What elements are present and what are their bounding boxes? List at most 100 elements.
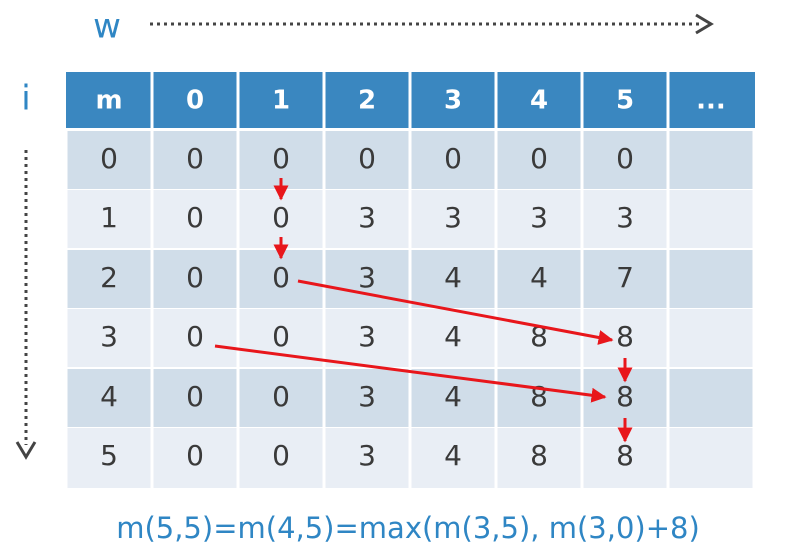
cell: 3 — [358, 261, 376, 294]
cell: 0 — [186, 380, 204, 413]
cell-bg — [153, 250, 237, 308]
cell: 8 — [616, 380, 634, 413]
cell-bg — [325, 428, 409, 488]
cell: 0 — [272, 261, 290, 294]
cell: 0 — [186, 320, 204, 353]
cell-bg — [411, 369, 495, 427]
cell-bg — [239, 369, 323, 427]
cell: 4 — [444, 380, 462, 413]
cell: 0 — [186, 439, 204, 472]
w-arrow-head — [695, 13, 714, 35]
cell: 3 — [358, 201, 376, 234]
cell-bg — [669, 309, 753, 367]
cell: 0 — [272, 142, 290, 175]
cell-bg — [67, 190, 151, 248]
header-cell: 4 — [530, 86, 548, 116]
i-arrow-head — [15, 441, 37, 460]
cell: 0 — [186, 142, 204, 175]
cell: 7 — [616, 261, 634, 294]
cell: 3 — [530, 201, 548, 234]
red-arrows — [214, 178, 633, 443]
cell: 0 — [272, 380, 290, 413]
cell-bg — [411, 428, 495, 488]
cell-bg — [67, 428, 151, 488]
cell: 3 — [358, 380, 376, 413]
cell: 3 — [100, 320, 118, 353]
w-label: w — [93, 7, 121, 47]
header-cell: 5 — [616, 86, 634, 116]
cell-bg — [497, 309, 581, 367]
cell-bg — [239, 250, 323, 308]
cell-bg — [153, 309, 237, 367]
cell-bg — [325, 309, 409, 367]
cell-bg — [583, 250, 667, 308]
cell-bg — [411, 309, 495, 367]
i-label: i — [21, 79, 30, 119]
cell-bg — [67, 250, 151, 308]
cell-bg — [67, 369, 151, 427]
cell-bg — [669, 190, 753, 248]
cell-bg — [411, 250, 495, 308]
cell-bg — [583, 131, 667, 189]
arrow — [297, 279, 614, 345]
header-cell: 0 — [186, 86, 204, 116]
cell-bg — [239, 428, 323, 488]
cell: 3 — [358, 439, 376, 472]
cell: 3 — [444, 201, 462, 234]
cell-bg — [669, 250, 753, 308]
cell-bg — [325, 131, 409, 189]
header-cell: 1 — [272, 86, 290, 116]
cell-bg — [497, 131, 581, 189]
cell: 1 — [100, 201, 118, 234]
cell: 0 — [186, 201, 204, 234]
header-cell: 3 — [444, 86, 462, 116]
cell: 8 — [616, 439, 634, 472]
cell-bg — [497, 250, 581, 308]
cell: 4 — [444, 261, 462, 294]
cell-bg — [669, 369, 753, 427]
cell-bg — [497, 190, 581, 248]
cell-bg — [411, 131, 495, 189]
table: m 0 1 2 3 4 5 ... 0 0 0 0 0 0 0 1 0 0 3 3 3 3 2 0 0 3 4 4 7 3 0 0 3 4 8 8 4 0… — [66, 72, 755, 488]
cell: 0 — [272, 201, 290, 234]
cell: 0 — [272, 320, 290, 353]
cell: 4 — [100, 380, 118, 413]
cell: 8 — [530, 380, 548, 413]
cell-bg — [325, 369, 409, 427]
cell: 4 — [444, 320, 462, 353]
cell: 4 — [444, 439, 462, 472]
arrow — [214, 344, 607, 403]
formula: m(5,5)=m(4,5)=max(m(3,5), m(3,0)+8) — [116, 511, 700, 545]
cell: 4 — [530, 261, 548, 294]
cell: 5 — [100, 439, 118, 472]
cell: 0 — [272, 439, 290, 472]
cell: 0 — [186, 261, 204, 294]
cell: 3 — [616, 201, 634, 234]
cell: 0 — [100, 142, 118, 175]
cell: 3 — [358, 320, 376, 353]
cell-bg — [153, 428, 237, 488]
cell: 0 — [444, 142, 462, 175]
cell-bg — [669, 428, 753, 488]
cell-bg — [325, 190, 409, 248]
cell-bg — [67, 131, 151, 189]
cell-bg — [411, 190, 495, 248]
cell: 8 — [530, 439, 548, 472]
cell: 0 — [358, 142, 376, 175]
cell-bg — [497, 369, 581, 427]
cell-bg — [153, 131, 237, 189]
cell-bg — [153, 190, 237, 248]
cell: 8 — [616, 320, 634, 353]
cell: 2 — [100, 261, 118, 294]
cell-bg — [583, 190, 667, 248]
cell-bg — [497, 428, 581, 488]
header-cell: 2 — [358, 86, 376, 116]
cell: 0 — [530, 142, 548, 175]
header-cell: ... — [696, 86, 726, 116]
cell-bg — [669, 131, 753, 189]
cell: 0 — [616, 142, 634, 175]
cell-bg — [153, 369, 237, 427]
header-cell: m — [95, 86, 122, 116]
cell-bg — [67, 309, 151, 367]
